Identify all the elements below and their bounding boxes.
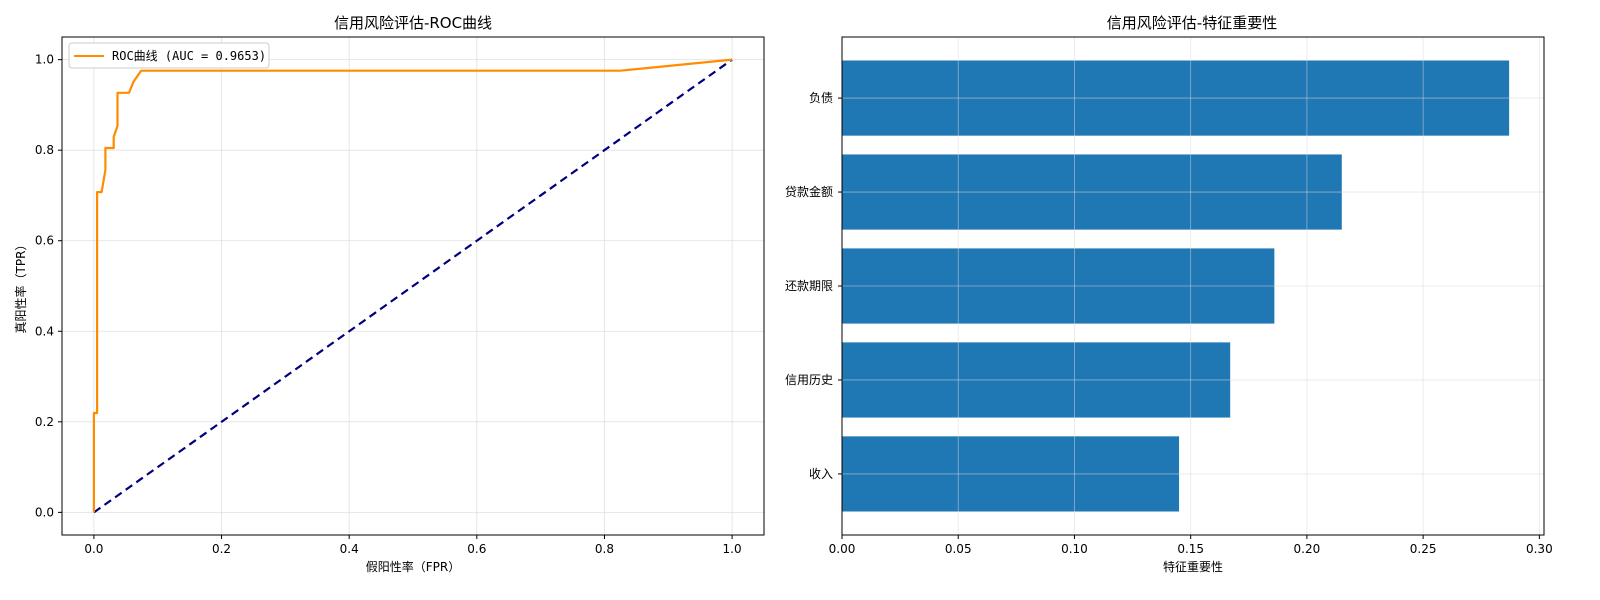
- roc-x-tick-label: 0.4: [340, 542, 359, 556]
- roc-title: 信用风险评估-ROC曲线: [334, 14, 492, 32]
- fi-category-label: 还款期限: [785, 279, 833, 293]
- roc-y-tick-label: 1.0: [35, 53, 54, 67]
- roc-x-tick-label: 0.6: [467, 542, 486, 556]
- roc-y-tick-label: 0.8: [35, 143, 54, 157]
- fi-x-tick-label: 0.00: [829, 542, 856, 556]
- fi-category-label: 贷款金额: [785, 184, 833, 199]
- feature-importance-chart: 信用风险评估-特征重要性 0.00 0.05 0.10 0.15 0.20 0.25 0.3…: [785, 14, 1553, 574]
- fi-x-tick-label: 0.10: [1061, 542, 1088, 556]
- fi-category-label: 负债: [809, 91, 833, 105]
- roc-curve-line: [92, 58, 733, 513]
- roc-y-tick-label: 0.6: [35, 234, 54, 248]
- fi-title: 信用风险评估-特征重要性: [1107, 14, 1277, 32]
- fi-x-tick-label: 0.05: [945, 542, 972, 556]
- fi-x-tick-label: 0.30: [1526, 542, 1553, 556]
- roc-lines: [92, 58, 733, 514]
- roc-legend-box: [68, 42, 270, 69]
- roc-x-label: 假阳性率（FPR）: [366, 559, 460, 574]
- fi-category-label: 收入: [809, 467, 833, 481]
- roc-y-label: 真阳性率（TPR）: [13, 239, 28, 334]
- fi-x-tick-label: 0.20: [1294, 542, 1321, 556]
- fi-x-label: 特征重要性: [1163, 559, 1223, 574]
- roc-y-tick-label: 0.4: [35, 324, 54, 338]
- fi-x-tick-label: 0.15: [1177, 542, 1204, 556]
- roc-y-tick-label: 0.2: [35, 415, 54, 429]
- roc-x-tick-label: 0.0: [84, 542, 103, 556]
- fi-category-label: 信用历史: [785, 373, 833, 387]
- roc-diagonal-line: [93, 58, 733, 514]
- roc-x-tick-label: 1.0: [723, 542, 742, 556]
- fi-x-axis: 0.00 0.05 0.10 0.15 0.20 0.25 0.30: [829, 535, 1553, 556]
- roc-x-tick-label: 0.2: [212, 542, 231, 556]
- roc-plot-frame: [61, 36, 765, 536]
- roc-x-tick-label: 0.8: [595, 542, 614, 556]
- roc-y-tick-label: 0.0: [35, 505, 54, 519]
- roc-x-axis: 0.0 0.2 0.4 0.6 0.8 1.0: [84, 535, 742, 556]
- roc-y-axis: 0.0 0.2 0.4 0.6 0.8 1.0: [35, 53, 62, 519]
- roc-legend: ROC曲线 (AUC = 0.9653): [68, 42, 270, 69]
- roc-legend-entry: ROC曲线 (AUC = 0.9653): [112, 49, 266, 63]
- roc-chart: 信用风险评估-ROC曲线 0.0 0.2 0.4 0.6 0.8 1.0 0.00.20.…: [13, 14, 765, 574]
- fi-x-tick-label: 0.25: [1410, 542, 1437, 556]
